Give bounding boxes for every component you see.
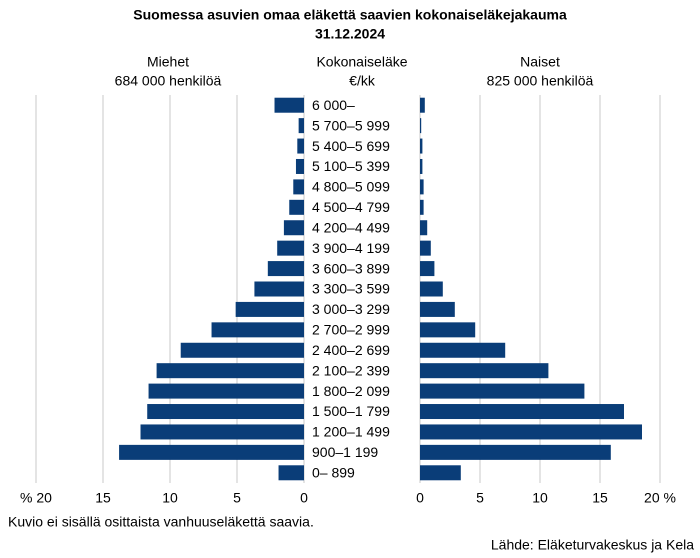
bar	[156, 363, 304, 379]
bar	[420, 158, 423, 174]
category-label: 3 300–3 599	[312, 281, 390, 297]
bar	[420, 322, 476, 338]
note: Kuvio ei sisällä osittaista vanhuuseläke…	[8, 514, 314, 530]
x-tick-label: 10	[532, 490, 548, 506]
bar	[295, 158, 304, 174]
x-tick-label: 5	[476, 490, 484, 506]
category-label: 1 500–1 799	[312, 403, 390, 419]
source: Lähde: Eläketurvakeskus ja Kela	[491, 537, 694, 553]
x-tick-label: 5	[233, 490, 241, 506]
bar	[278, 465, 304, 481]
bar	[420, 220, 428, 236]
bar	[420, 97, 425, 113]
bar	[420, 404, 624, 420]
bar	[297, 138, 304, 154]
bar	[293, 179, 304, 195]
category-label: 2 100–2 399	[312, 362, 390, 378]
bar	[235, 301, 304, 317]
series-count: 825 000 henkilöä	[487, 73, 594, 89]
bar	[148, 383, 304, 399]
category-unit: €/kk	[349, 73, 376, 89]
category-label: 3 000–3 299	[312, 301, 390, 317]
x-tick-label: 0	[300, 490, 308, 506]
bar	[420, 281, 443, 297]
x-tick-label: 15	[592, 490, 608, 506]
category-label: 3 900–4 199	[312, 240, 390, 256]
bar	[420, 261, 435, 277]
bar	[180, 342, 304, 358]
x-tick-label: % 20	[20, 490, 52, 506]
category-label: 4 800–5 099	[312, 179, 390, 195]
x-tick-label: 20 %	[644, 490, 676, 506]
bar	[254, 281, 304, 297]
category-label: 4 200–4 499	[312, 219, 390, 235]
x-tick-label: 15	[95, 490, 111, 506]
bar	[420, 118, 422, 134]
series-count: 684 000 henkilöä	[115, 73, 222, 89]
bar	[277, 240, 304, 256]
bar	[420, 383, 585, 399]
bar	[119, 444, 304, 460]
bar	[274, 97, 304, 113]
category-label: 1 800–2 099	[312, 383, 390, 399]
bar	[289, 199, 304, 215]
x-tick-label: 10	[162, 490, 178, 506]
bar	[267, 261, 304, 277]
bar	[140, 424, 304, 440]
bar	[147, 404, 304, 420]
bar	[420, 363, 549, 379]
bar	[420, 444, 611, 460]
bar	[420, 138, 423, 154]
bar	[420, 199, 424, 215]
bar	[420, 465, 461, 481]
category-label: 6 000–	[312, 97, 355, 113]
category-label: 900–1 199	[312, 444, 378, 460]
series-name: Naiset	[520, 54, 560, 70]
series-name: Miehet	[147, 54, 189, 70]
bar	[420, 179, 424, 195]
category-label: 3 600–3 899	[312, 260, 390, 276]
category-label: 5 400–5 699	[312, 138, 390, 154]
bar	[420, 342, 506, 358]
category-label: 0– 899	[312, 464, 355, 480]
category-label: 5 100–5 399	[312, 158, 390, 174]
category-label: 2 400–2 699	[312, 342, 390, 358]
bar	[211, 322, 304, 338]
bar	[420, 301, 455, 317]
bar	[283, 220, 304, 236]
category-label: 2 700–2 999	[312, 322, 390, 338]
category-title: Kokonaiseläke	[316, 54, 407, 70]
bar	[298, 118, 304, 134]
category-label: 5 700–5 999	[312, 117, 390, 133]
bar	[420, 424, 642, 440]
chart-subtitle: 31.12.2024	[315, 26, 385, 42]
x-tick-label: 0	[416, 490, 424, 506]
category-label: 1 200–1 499	[312, 424, 390, 440]
chart-title: Suomessa asuvien omaa eläkettä saavien k…	[133, 7, 567, 23]
category-label: 4 500–4 799	[312, 199, 390, 215]
bar	[420, 240, 431, 256]
